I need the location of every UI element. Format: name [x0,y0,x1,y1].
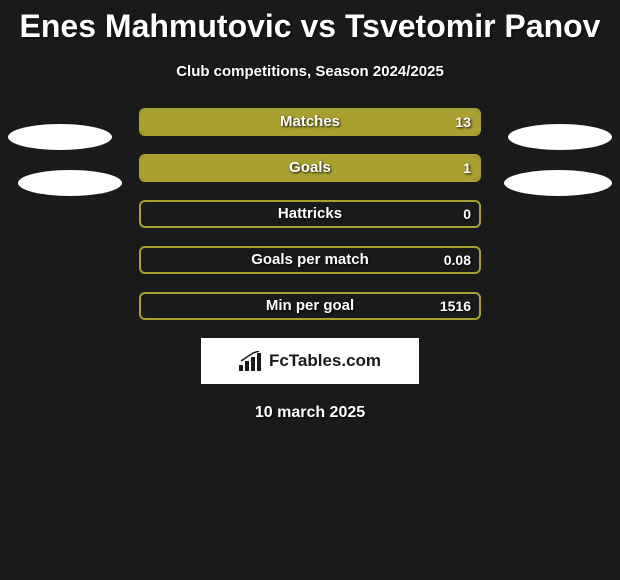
date-label: 10 march 2025 [0,404,620,422]
comparison-content: Matches 13 Goals 1 Hattricks 0 Goals per… [0,108,620,422]
stat-value: 1 [463,156,471,180]
stat-label: Hattricks [141,202,479,226]
stat-row-hattricks: Hattricks 0 [139,200,481,228]
stat-bars: Matches 13 Goals 1 Hattricks 0 Goals per… [139,108,481,320]
right-marker-row1 [504,170,612,196]
brand-logo[interactable]: FcTables.com [201,338,419,384]
stat-label: Goals [141,156,479,180]
brand-text: FcTables.com [269,351,381,371]
stat-value: 0 [463,202,471,226]
stat-row-goals: Goals 1 [139,154,481,182]
stat-value: 1516 [440,294,471,318]
left-marker-row1 [18,170,122,196]
stat-value: 0.08 [444,248,471,272]
right-marker-row0 [508,124,612,150]
page-subtitle: Club competitions, Season 2024/2025 [0,63,620,80]
stat-row-min-per-goal: Min per goal 1516 [139,292,481,320]
chart-icon [239,351,263,371]
left-marker-row0 [8,124,112,150]
stat-value: 13 [455,110,471,134]
page-title: Enes Mahmutovic vs Tsvetomir Panov [0,0,620,45]
stat-row-matches: Matches 13 [139,108,481,136]
stat-label: Min per goal [141,294,479,318]
stat-label: Matches [141,110,479,134]
stat-row-goals-per-match: Goals per match 0.08 [139,246,481,274]
stat-label: Goals per match [141,248,479,272]
